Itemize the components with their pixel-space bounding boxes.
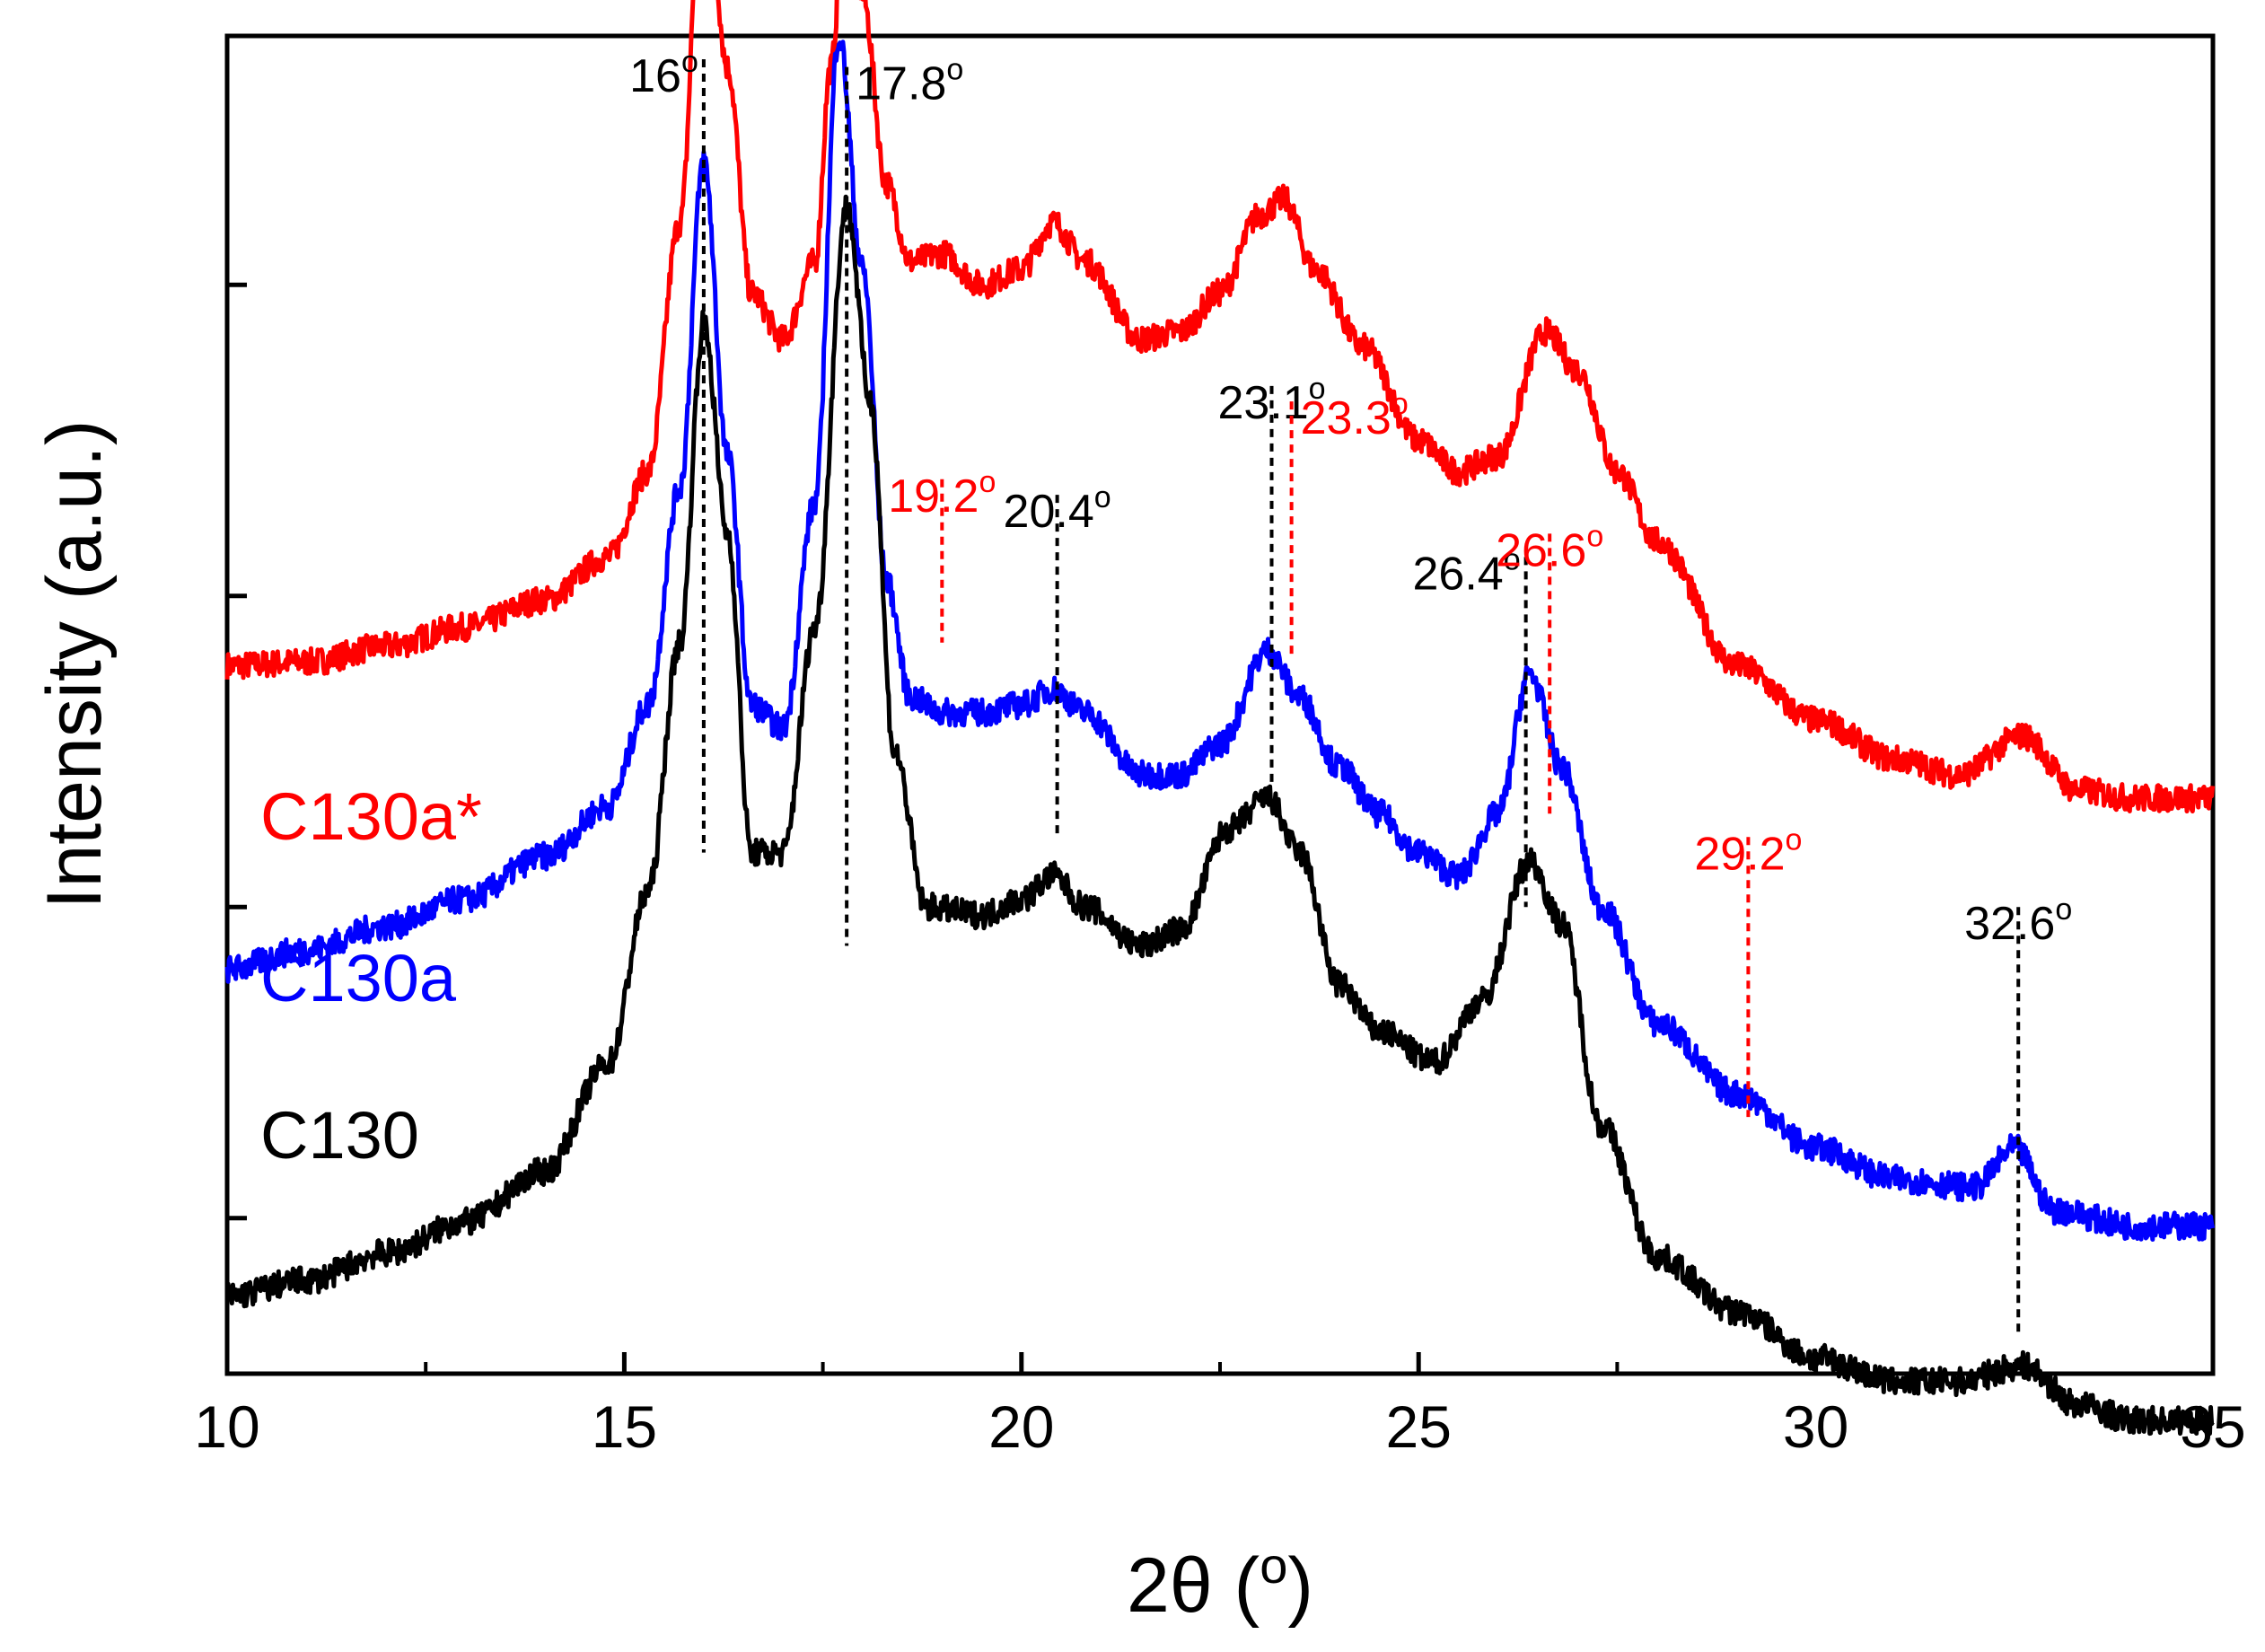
- x-tick-label: 30: [1783, 1393, 1848, 1460]
- x-tick-label: 10: [194, 1393, 259, 1460]
- series-line-c130: [224, 194, 2215, 1437]
- x-axis-title-end: ): [1287, 1542, 1313, 1629]
- series-label-c130a: C130a: [260, 941, 457, 1015]
- peak-label: 32.6o: [1964, 892, 2072, 950]
- series-label-layer: C130a* C130a C130: [260, 779, 482, 1173]
- series-line-c130a: [224, 40, 2216, 1242]
- x-axis-title-sup: o: [1260, 1537, 1287, 1594]
- x-tick-label: 35: [2180, 1393, 2245, 1460]
- y-axis-title: Intensity (a.u.): [31, 420, 118, 909]
- x-axis-title-main: 2θ (: [1127, 1542, 1260, 1629]
- peak-label: 17.8o: [856, 53, 963, 110]
- axis-tick-layer: 10 15 20 25 30 35: [194, 282, 2246, 1460]
- peak-label: 26.4o: [1413, 542, 1521, 600]
- series-label-c130: C130: [260, 1098, 419, 1173]
- x-tick-label: 25: [1385, 1393, 1451, 1460]
- series-line-c130a-: [224, 0, 2216, 813]
- peak-label: 23.1o: [1217, 372, 1325, 429]
- peak-label: 20.4o: [1004, 480, 1111, 538]
- x-tick-label: 20: [988, 1393, 1054, 1460]
- x-tick-label: 15: [592, 1393, 657, 1460]
- series-label-c130a-: C130a*: [260, 779, 482, 854]
- x-axis-title: 2θ (o): [1127, 1537, 1313, 1629]
- peak-label: 26.6o: [1496, 519, 1603, 576]
- peak-label: 23.3o: [1301, 387, 1409, 444]
- series-layer: [224, 0, 2216, 1437]
- peak-label: 19.2o: [888, 465, 996, 523]
- peak-label: 29.2o: [1694, 822, 1802, 880]
- peak-label: 16o: [629, 45, 698, 102]
